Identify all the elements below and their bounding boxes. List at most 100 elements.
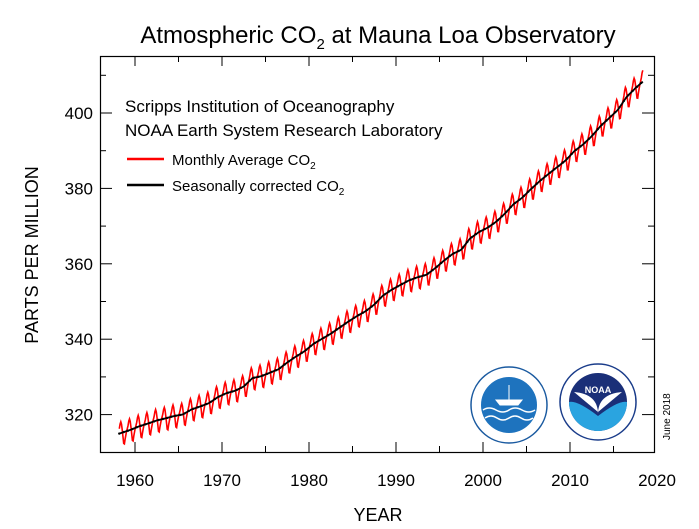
trend-point xyxy=(535,182,539,185)
trend-point xyxy=(418,275,421,278)
svg-text:NOAA: NOAA xyxy=(585,385,612,395)
trend-point xyxy=(161,417,164,421)
trend-point xyxy=(627,94,630,97)
trend-point xyxy=(435,265,439,268)
trend-point xyxy=(292,357,295,360)
trend-point xyxy=(405,280,408,283)
trend-point xyxy=(253,376,256,379)
trend-point xyxy=(500,215,504,218)
trend-point xyxy=(179,413,182,417)
trend-point xyxy=(270,370,273,374)
trend-point xyxy=(322,336,325,339)
trend-point xyxy=(544,175,547,178)
trend-point xyxy=(370,305,373,308)
x-tick-label: 1980 xyxy=(290,471,328,490)
trend-point xyxy=(170,415,173,418)
trend-point xyxy=(218,395,221,398)
trend-point xyxy=(474,232,478,236)
trend-point xyxy=(139,424,143,427)
trend-point xyxy=(614,111,617,114)
trend-point xyxy=(205,402,208,406)
trend-point xyxy=(305,348,308,351)
trend-point xyxy=(553,168,556,171)
trend-point xyxy=(561,161,565,164)
series-monthly-average-line xyxy=(118,70,644,446)
y-tick-labels: 320 340 360 380 400 xyxy=(65,104,93,425)
trend-point xyxy=(592,133,595,136)
trend-point xyxy=(496,219,499,222)
trend-point xyxy=(209,400,212,404)
trend-point xyxy=(492,222,495,225)
trend-point xyxy=(379,297,382,300)
trend-point xyxy=(374,301,378,304)
scripps-logo xyxy=(470,366,548,444)
trend-point xyxy=(174,414,178,417)
trend-point xyxy=(453,251,456,255)
series-seasonally-corrected-points xyxy=(118,81,643,435)
trend-point xyxy=(122,430,125,434)
trend-point xyxy=(587,137,591,140)
trend-point xyxy=(213,397,217,401)
trend-point xyxy=(135,426,138,429)
trend-point xyxy=(483,227,486,231)
trend-point xyxy=(609,115,613,118)
chart-title: Atmospheric CO2 at Mauna Loa Observatory xyxy=(140,22,615,53)
trend-point xyxy=(287,360,291,363)
trend-point xyxy=(509,205,512,209)
trend-point xyxy=(527,190,530,193)
trend-point xyxy=(313,341,317,345)
trend-point xyxy=(300,351,304,354)
trend-point xyxy=(566,157,569,160)
trend-point xyxy=(196,406,199,409)
trend-point xyxy=(187,409,191,413)
trend-point xyxy=(579,145,582,148)
trend-point xyxy=(235,388,238,392)
y-tick-label: 340 xyxy=(65,330,93,349)
trend-point xyxy=(457,249,460,253)
trend-point xyxy=(118,432,121,435)
x-axis-label: YEAR xyxy=(353,505,402,525)
trend-point xyxy=(479,230,482,233)
legend: Monthly Average CO2 Seasonally corrected… xyxy=(127,152,345,198)
trend-point xyxy=(413,276,417,280)
trend-point xyxy=(540,178,543,181)
x-tick-label: 1970 xyxy=(203,471,241,490)
trend-point xyxy=(531,186,534,189)
trend-point xyxy=(148,421,151,425)
trend-point xyxy=(261,374,265,377)
trend-point xyxy=(605,119,608,122)
trend-point xyxy=(274,369,278,372)
y-tick-label: 380 xyxy=(65,179,93,198)
x-tick-label: 2000 xyxy=(464,471,502,490)
axis-ticks xyxy=(100,56,654,452)
trend-point xyxy=(635,85,639,89)
x-tick-labels: 1960 1970 1980 1990 2000 2010 2020 xyxy=(116,471,676,490)
trend-point xyxy=(152,420,156,423)
x-tick-label: 1990 xyxy=(377,471,415,490)
y-tick-label: 400 xyxy=(65,104,93,123)
trend-point xyxy=(422,274,425,277)
y-axis-label: PARTS PER MILLION xyxy=(22,166,42,343)
x-tick-label: 2010 xyxy=(551,471,589,490)
plot-frame xyxy=(99,55,656,454)
legend-label-monthly: Monthly Average CO2 xyxy=(172,152,316,172)
trend-point xyxy=(596,127,599,131)
trend-point xyxy=(331,331,334,334)
trend-point xyxy=(279,366,282,370)
trend-point xyxy=(583,141,586,144)
trend-point xyxy=(396,285,399,288)
trend-point xyxy=(440,261,443,265)
trend-point xyxy=(427,272,430,275)
trend-point xyxy=(461,246,465,249)
trend-point xyxy=(640,81,643,85)
trend-point xyxy=(601,123,604,126)
trend-point xyxy=(309,344,312,348)
trend-point xyxy=(244,383,247,386)
x-tick-label: 2020 xyxy=(638,471,676,490)
trend-point xyxy=(353,316,356,319)
trend-point xyxy=(200,404,204,407)
trend-point xyxy=(361,311,365,314)
trend-point xyxy=(631,89,634,93)
noaa-logo: NOAA xyxy=(559,363,637,441)
